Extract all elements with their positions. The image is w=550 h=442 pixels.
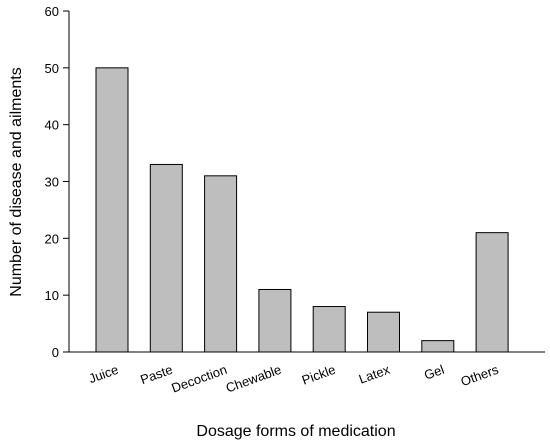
bar-others [475,232,509,353]
x-tick-label: Others [459,362,501,390]
y-tick-label: 50 [45,61,59,76]
bars-group [95,67,509,353]
y-axis-ticks: 0 10 20 30 40 50 60 [45,4,69,360]
bar-chewable [258,288,292,353]
bar-latex [367,311,400,353]
x-tick-label: Chewable [224,362,283,396]
bar-decoction [204,175,238,353]
y-axis-title: Number of disease and ailments [8,67,25,296]
bar-gel [421,340,455,353]
bar-paste [149,163,183,353]
y-tick-label: 40 [45,118,59,133]
x-tick-label: Juice [87,362,121,386]
bar-pickle [312,306,346,353]
y-tick-label: 10 [45,288,59,303]
y-tick-label: 0 [52,345,59,360]
y-tick-label: 20 [45,231,59,246]
x-axis-title: Dosage forms of medication [196,423,395,440]
y-tick-label: 60 [45,4,59,19]
x-tick-label: Latex [357,362,392,387]
bar-juice [95,67,129,353]
y-tick-label: 30 [45,175,59,190]
x-tick-label: Gel [422,362,446,383]
x-tick-label: Decoction [169,362,228,396]
x-tick-label: Pickle [300,362,338,388]
